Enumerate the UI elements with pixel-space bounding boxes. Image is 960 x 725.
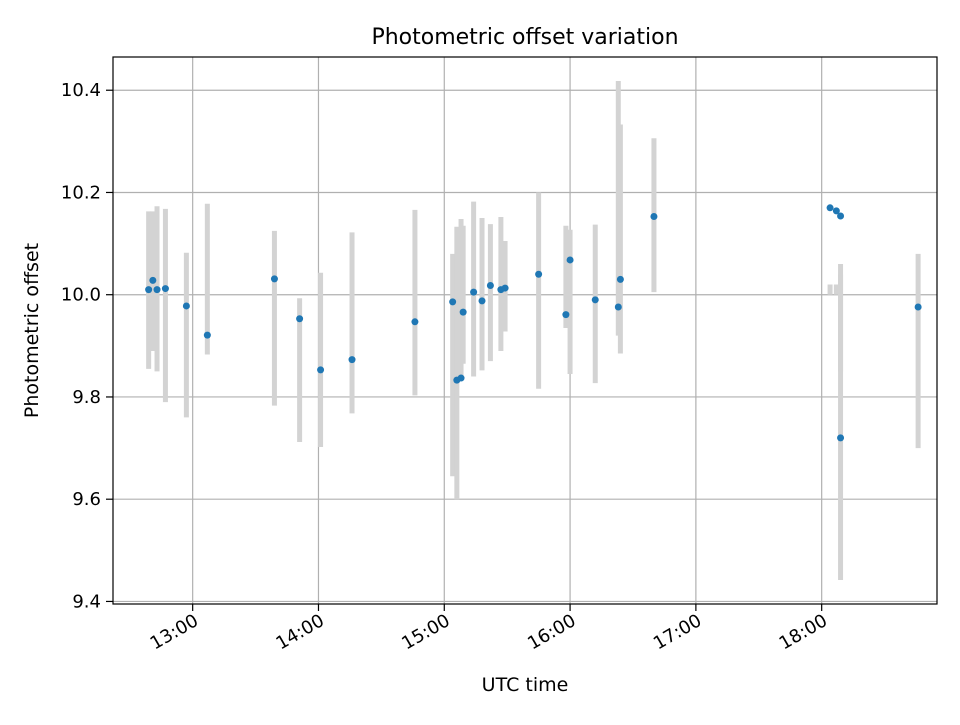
x-tick-label: 15:00 (398, 610, 453, 654)
data-point (317, 366, 325, 374)
data-point (411, 318, 419, 326)
data-point (837, 212, 845, 220)
data-point (459, 308, 467, 316)
data-point (145, 286, 153, 294)
data-point (149, 276, 157, 284)
x-tick-label: 16:00 (524, 610, 579, 654)
data-points (145, 204, 922, 442)
y-tick-label: 9.6 (72, 489, 101, 510)
data-point (650, 212, 658, 220)
data-point (296, 315, 304, 323)
data-point (562, 311, 570, 319)
ticks: 13:00 14:00 15:00 16:00 17:00 18:00 9.4 9.6 9.8 1… (61, 80, 831, 654)
y-tick-label: 9.4 (72, 591, 101, 612)
data-point (457, 374, 465, 382)
data-point (348, 356, 356, 364)
data-point (826, 204, 834, 212)
data-point (478, 297, 486, 305)
data-point (153, 286, 161, 294)
data-point (616, 275, 624, 283)
data-point (832, 207, 840, 215)
x-tick-label: 18:00 (776, 610, 831, 654)
x-tick-label: 13:00 (147, 610, 202, 654)
data-point (566, 256, 574, 264)
data-point (470, 288, 478, 296)
error-bars (146, 81, 921, 580)
y-tick-label: 10.2 (61, 182, 101, 203)
y-axis-label: Photometric offset (21, 243, 43, 418)
data-point (182, 302, 190, 310)
data-point (161, 285, 169, 293)
x-axis-label: UTC time (482, 674, 569, 696)
data-point (270, 275, 278, 283)
data-point (837, 434, 845, 442)
grid (113, 57, 937, 604)
data-point (914, 303, 922, 311)
data-point (591, 296, 599, 304)
data-point (449, 298, 457, 306)
y-tick-label: 10.0 (61, 285, 101, 306)
data-point (486, 282, 494, 290)
x-tick-label: 17:00 (650, 610, 705, 654)
data-point (535, 270, 543, 278)
plot-frame (112, 56, 938, 605)
y-tick-label: 9.8 (72, 387, 101, 408)
data-point (501, 284, 509, 292)
data-point (614, 303, 622, 311)
y-tick-label: 10.4 (61, 80, 101, 101)
data-point (203, 331, 211, 339)
chart-title: Photometric offset variation (371, 25, 678, 50)
x-tick-label: 14:00 (272, 610, 327, 654)
